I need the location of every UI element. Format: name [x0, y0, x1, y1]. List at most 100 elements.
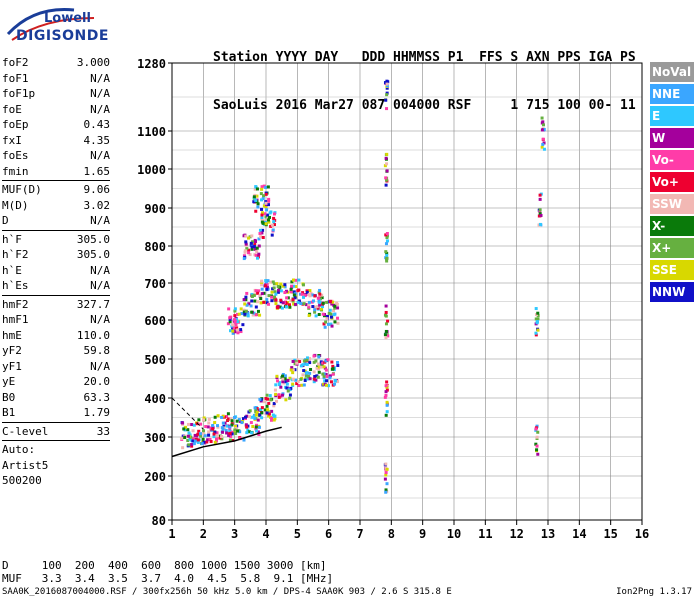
echo-point	[270, 290, 274, 294]
echo-point	[264, 279, 268, 283]
echo-point	[290, 284, 294, 288]
echo-point	[242, 310, 246, 314]
echo-point	[304, 303, 308, 307]
echo-point	[250, 247, 254, 251]
legend-item: SSW	[650, 194, 694, 214]
echo-point	[254, 185, 258, 189]
echo-point	[227, 417, 231, 421]
echo-point	[267, 414, 271, 418]
echo-point	[283, 291, 287, 295]
echo-point	[265, 287, 269, 291]
echo-point	[289, 368, 293, 372]
echo-point	[384, 490, 388, 494]
echo-point	[187, 443, 191, 447]
echo-point	[250, 299, 254, 303]
echo-point	[267, 197, 271, 201]
echo-point	[308, 357, 312, 361]
echo-point	[260, 207, 264, 211]
param-row: h`F2 305.0	[2, 247, 110, 263]
echo-point	[386, 319, 390, 323]
echo-point	[263, 212, 267, 216]
echo-point	[211, 423, 215, 427]
echo-point	[303, 294, 307, 298]
echo-point	[278, 305, 282, 309]
echo-point	[305, 289, 309, 293]
echo-point	[308, 371, 312, 375]
echo-point	[181, 446, 185, 450]
echo-point	[291, 368, 295, 372]
plot-frame	[171, 62, 643, 521]
echo-point	[199, 422, 203, 426]
param-row: yF2 59.8	[2, 343, 110, 359]
param-row: B0 63.3	[2, 390, 110, 406]
param-name: fxI	[2, 133, 22, 147]
digisonde-logo: Lowell DIGISONDE	[4, 4, 116, 46]
echo-point	[296, 358, 300, 362]
echo-point	[333, 379, 337, 383]
param-row: foEs N/A	[2, 148, 110, 164]
echo-point	[297, 299, 301, 303]
param-row: B1 1.79	[2, 405, 110, 421]
param-value: N/A	[90, 313, 110, 326]
echo-point	[320, 296, 324, 300]
echo-point	[319, 365, 323, 369]
y-tick-label: 1100	[137, 125, 166, 139]
echo-point	[288, 393, 292, 397]
echo-point	[294, 285, 298, 289]
echo-point	[535, 448, 539, 452]
station-header: Station YYYY DAY DDD HHMMSS P1 FFS S AXN…	[213, 18, 636, 130]
echo-point	[228, 425, 232, 429]
echo-point	[281, 377, 285, 381]
param-row: hmF1 N/A	[2, 312, 110, 328]
echo-point	[281, 374, 285, 378]
echo-point	[289, 290, 293, 294]
echo-point	[311, 293, 315, 297]
param-name: h`F2	[2, 248, 29, 261]
echo-point	[260, 231, 264, 235]
echo-point	[385, 259, 389, 263]
echo-point	[244, 309, 248, 313]
echo-point	[305, 290, 309, 294]
echo-point	[231, 331, 235, 335]
echo-point	[283, 283, 287, 287]
echo-point	[385, 239, 389, 243]
echo-point	[281, 380, 285, 384]
echo-point	[541, 142, 545, 146]
echo-point	[289, 287, 293, 291]
chart-grid	[172, 63, 642, 520]
echo-point	[256, 300, 260, 304]
echo-point	[244, 240, 248, 244]
echo-point	[284, 398, 288, 402]
echo-point	[277, 393, 281, 397]
echo-point	[325, 379, 329, 383]
echo-point	[311, 305, 315, 309]
echo-point	[193, 433, 197, 437]
echo-point	[385, 86, 389, 90]
param-row: fxI 4.35	[2, 133, 110, 149]
echo-point	[250, 431, 254, 435]
echo-point	[251, 240, 255, 244]
echo-point	[264, 185, 268, 189]
echo-point	[327, 322, 331, 326]
echo-point	[250, 294, 254, 298]
echo-point	[186, 434, 190, 438]
chart-axes: 1 2 3 4 5 6 7 8 9 10 11 12 13 14 15 1680200300400500600…	[137, 57, 649, 541]
echo-point	[238, 430, 242, 434]
echo-point	[301, 373, 305, 377]
echo-point	[231, 329, 235, 333]
echo-point	[252, 293, 256, 297]
echo-point	[303, 369, 307, 373]
echo-point	[277, 383, 281, 387]
echo-point	[535, 435, 539, 439]
echo-point	[186, 422, 190, 426]
param-separator	[2, 421, 110, 423]
echo-point	[202, 440, 206, 444]
echo-point	[193, 439, 197, 443]
echo-point	[384, 471, 388, 475]
echo-point	[309, 291, 313, 295]
echo-point	[330, 360, 334, 364]
echo-point	[293, 278, 297, 282]
echo-point	[315, 366, 319, 370]
echo-point	[314, 314, 318, 318]
